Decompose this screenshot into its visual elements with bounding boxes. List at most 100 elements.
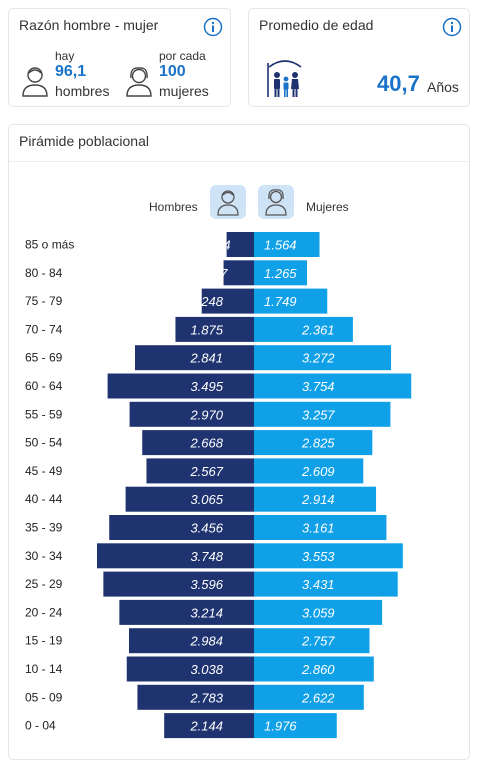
age-group-label: 30 - 34	[25, 549, 63, 563]
women-bar[interactable]	[254, 515, 387, 540]
men-bar[interactable]	[142, 430, 254, 456]
women-bar[interactable]	[254, 628, 370, 654]
women-bar-label: 2.361	[301, 322, 335, 337]
women-bar[interactable]	[254, 345, 392, 371]
women-bar[interactable]	[254, 316, 353, 342]
age-group-label: 0 - 04	[25, 719, 56, 733]
women-bar[interactable]	[254, 373, 412, 399]
men-bar[interactable]	[201, 288, 254, 314]
age-card: Promedio de edad 40,7 Años	[248, 8, 470, 107]
men-bar-label: 3.065	[190, 492, 223, 507]
men-bar[interactable]	[107, 373, 254, 399]
age-group-label: 45 - 49	[25, 464, 63, 478]
women-bar[interactable]	[254, 430, 373, 456]
men-bar-label: 2.144	[189, 719, 223, 734]
women-bar-label: 2.914	[301, 492, 335, 507]
pyramid-title: Pirámide poblacional	[19, 133, 149, 149]
man-icon	[21, 65, 49, 102]
women-bar-label: 1.265	[264, 266, 297, 281]
woman-icon	[125, 65, 153, 102]
men-bar[interactable]	[134, 345, 254, 371]
age-group-label: 20 - 24	[25, 605, 63, 619]
women-bar-label: 1.976	[264, 719, 297, 734]
age-group-label: 05 - 09	[25, 690, 63, 704]
ratio-card-title: Razón hombre - mujer	[19, 17, 159, 33]
men-bar-label: 1.248	[190, 294, 223, 309]
men-bar[interactable]	[125, 486, 254, 512]
men-bar[interactable]	[129, 628, 254, 654]
age-unit: Años	[427, 79, 459, 95]
men-bar[interactable]	[137, 684, 254, 710]
men-bar[interactable]	[146, 458, 254, 484]
men-bar[interactable]	[175, 316, 254, 342]
age-group-label: 40 - 44	[25, 492, 63, 506]
info-icon[interactable]	[203, 17, 223, 37]
women-bar[interactable]	[254, 260, 307, 286]
age-group-label: 80 - 84	[25, 266, 63, 280]
men-bar[interactable]	[126, 656, 254, 682]
women-bar-label: 3.161	[302, 521, 335, 536]
men-bar[interactable]	[97, 543, 254, 569]
women-bar-label: 3.553	[302, 549, 335, 564]
age-group-label: 55 - 59	[25, 407, 63, 421]
women-bar[interactable]	[254, 571, 398, 597]
men-bar[interactable]	[109, 515, 254, 540]
age-group-label: 75 - 79	[25, 294, 63, 308]
men-bar-label: 2.567	[189, 464, 223, 479]
women-bar[interactable]	[254, 599, 383, 625]
men-bar-label: 3.214	[190, 605, 223, 620]
age-card-title: Promedio de edad	[259, 17, 374, 33]
por-cada-label: por cada	[159, 49, 206, 63]
women-bar-label: 2.825	[301, 436, 335, 451]
women-bar-label: 2.757	[301, 634, 335, 649]
women-bar[interactable]	[254, 486, 377, 512]
legend-men-box	[210, 185, 246, 219]
men-bar-label: 3.038	[190, 662, 223, 677]
men-bar-label: 2.984	[189, 634, 223, 649]
men-bar-label: 2.970	[189, 407, 223, 422]
age-group-label: 15 - 19	[25, 634, 63, 648]
men-bar[interactable]	[223, 260, 254, 286]
women-bar[interactable]	[254, 232, 320, 257]
legend-women-box	[258, 185, 294, 219]
women-bar[interactable]	[254, 401, 391, 427]
women-bar[interactable]	[254, 656, 374, 682]
men-bar[interactable]	[129, 401, 254, 427]
legend-men-label: Hombres	[149, 200, 198, 214]
men-bar[interactable]	[119, 599, 254, 625]
age-value: 40,7	[377, 71, 420, 96]
women-bar-label: 2.622	[301, 690, 335, 705]
women-bar[interactable]	[254, 713, 337, 739]
pyramid-card: Pirámide poblacional Hombres Mujeres 85 …	[8, 124, 470, 760]
women-bar-label: 1.749	[264, 294, 297, 309]
age-group-label: 25 - 29	[25, 577, 63, 591]
men-bar-label: 2.841	[189, 351, 223, 366]
men-bar-label: 3.748	[190, 549, 223, 564]
divider	[9, 161, 469, 162]
women-bar[interactable]	[254, 458, 364, 484]
men-bar-label: 3.456	[190, 521, 223, 536]
women-bar[interactable]	[254, 543, 403, 569]
men-bar[interactable]	[226, 232, 254, 257]
men-bar-label: 654	[209, 238, 231, 253]
men-bar-label: 2.668	[189, 436, 223, 451]
family-icon	[265, 57, 305, 104]
info-icon[interactable]	[442, 17, 462, 37]
women-bar[interactable]	[254, 288, 328, 314]
women-bar[interactable]	[254, 684, 364, 710]
men-bar-label: 727	[206, 266, 228, 281]
men-bar[interactable]	[164, 713, 254, 739]
age-group-label: 50 - 54	[25, 436, 63, 450]
men-bar[interactable]	[103, 571, 254, 597]
women-bar-label: 3.754	[302, 379, 335, 394]
women-bar-label: 3.272	[302, 351, 335, 366]
men-bar-label: 2.783	[189, 690, 223, 705]
legend-women-label: Mujeres	[306, 200, 349, 214]
age-group-label: 10 - 14	[25, 662, 63, 676]
women-bar-label: 1.564	[264, 238, 297, 253]
ratio-card: Razón hombre - mujer hay 96,1 hombres po…	[8, 8, 231, 107]
men-bar-label: 1.875	[190, 322, 223, 337]
men-ratio-value: 96,1	[55, 63, 87, 80]
hay-label: hay	[55, 49, 75, 63]
women-bar-label: 3.257	[302, 407, 335, 422]
